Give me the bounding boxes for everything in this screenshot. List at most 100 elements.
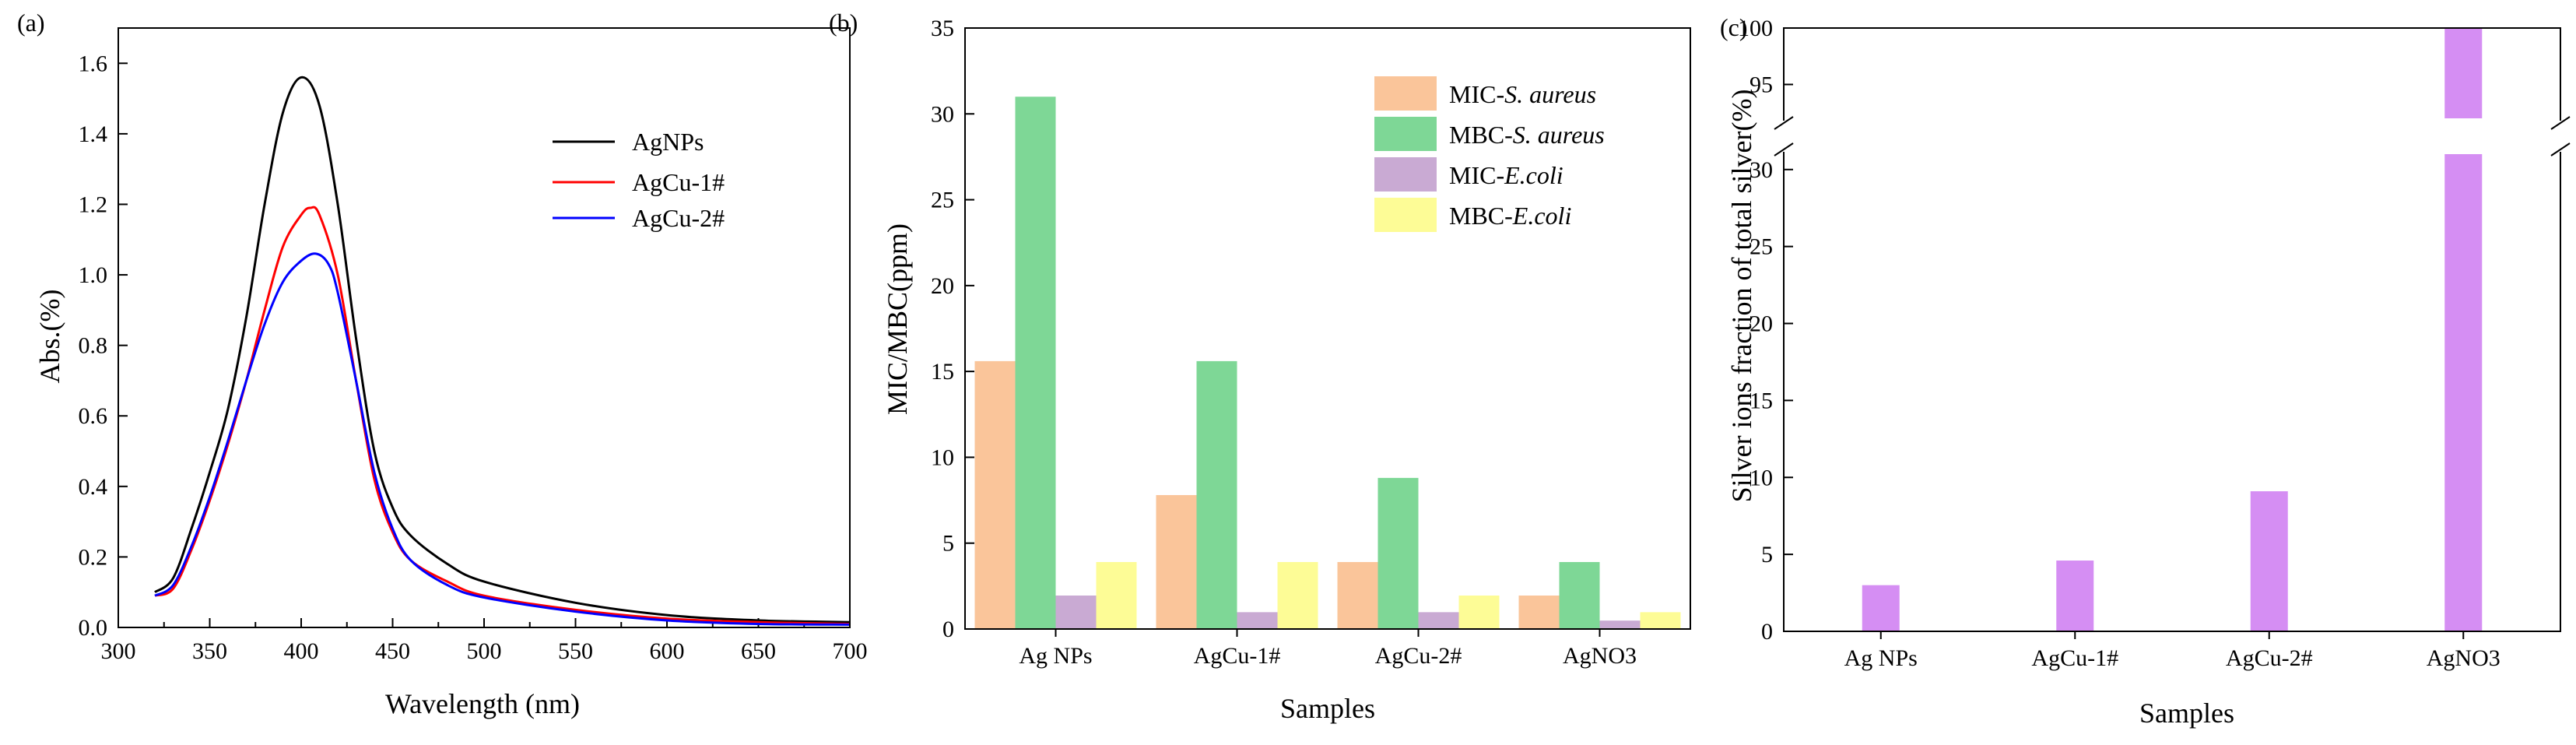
x-tick-label: 500 [467, 638, 502, 664]
y-tick-label: 30 [1750, 157, 1773, 183]
break-mark [2550, 142, 2571, 156]
x-tick-label: 700 [833, 638, 868, 664]
bar-0 [1862, 585, 1900, 631]
legend-italic: E.coli [1512, 202, 1572, 230]
axis-break-marks [1774, 116, 2571, 156]
legend-italic: E.coli [1504, 161, 1563, 189]
axis-gap-mask [2557, 121, 2564, 152]
bar-mbc-e-coli-3 [1640, 612, 1681, 629]
y-tick-label: 1.6 [79, 51, 108, 76]
x-tick-label: AgNO3 [2427, 645, 2501, 671]
break-mark [1774, 116, 1794, 130]
legend-swatch-mbc-e-coli [1374, 198, 1437, 232]
legend-prefix: MBC- [1449, 121, 1513, 149]
panel-b-ylabel: MIC/MBC(ppm) [882, 223, 913, 415]
bar-mic-e-coli-2 [1418, 612, 1459, 629]
y-tick-label: 0.8 [79, 333, 108, 359]
y-tick-label: 100 [1738, 16, 1773, 41]
x-tick-label: AgCu-2# [2226, 645, 2313, 671]
panel-b-xlabel: Samples [1280, 693, 1375, 724]
bar-3-upper [2444, 28, 2483, 118]
legend-prefix: MIC- [1449, 80, 1504, 108]
y-tick-label: 0.2 [79, 544, 108, 570]
bar-mic-s-aureus-2 [1337, 561, 1378, 629]
panel-b-label: (b) [829, 9, 858, 37]
series-line-agcu-2- [154, 252, 851, 626]
axis-gap-mask [1781, 121, 1787, 152]
legend-prefix: MIC- [1449, 161, 1504, 189]
legend-swatch-mic-e-coli [1374, 157, 1437, 192]
panel-a-ylabel: Abs.(%) [34, 290, 65, 384]
x-tick-label: AgCu-1# [2031, 645, 2118, 671]
legend-swatch-mbc-s-aureus [1374, 117, 1437, 151]
panel-a-frame [118, 27, 851, 628]
bar-1 [2056, 561, 2094, 631]
bar-mic-e-coli-3 [1599, 620, 1641, 629]
y-tick-label: 0.4 [79, 474, 108, 500]
x-tick-label: 350 [192, 638, 227, 664]
x-tick-label: Ag NPs [1019, 643, 1092, 669]
bar-2 [2250, 491, 2288, 631]
y-tick-label: 10 [1750, 465, 1773, 490]
bar-3-lower [2444, 154, 2483, 631]
panel-c-ylabel: Silver ions fraction of total silver(%) [1726, 90, 1757, 503]
series-line-agcu-1- [154, 206, 851, 625]
panel-a-label: (a) [17, 9, 45, 37]
bar-mic-s-aureus-0 [974, 360, 1016, 629]
x-tick-label: 550 [558, 638, 593, 664]
y-tick-label: 0.0 [79, 615, 108, 641]
panel-a-legend: AgNPs AgCu-1# AgCu-2# [553, 128, 725, 232]
x-tick-label: 400 [284, 638, 319, 664]
x-tick-label: 600 [650, 638, 685, 664]
bar-mbc-s-aureus-1 [1196, 360, 1237, 629]
y-tick-label: 20 [1750, 311, 1773, 337]
x-tick-label: AgCu-1# [1194, 643, 1281, 669]
series-line-agnps [154, 76, 851, 624]
y-tick-label: 25 [931, 188, 954, 213]
bar-mbc-e-coli-2 [1458, 595, 1500, 629]
legend-swatch-mic-s-aureus [1374, 76, 1437, 111]
panel-c-broken-axis-bar-chart: (c) Silver ions fraction of total silver… [1720, 13, 2571, 729]
break-mark [2550, 116, 2571, 130]
bar-mbc-s-aureus-0 [1015, 97, 1056, 629]
legend-italic: S. aureus [1504, 80, 1596, 108]
y-tick-label: 95 [1750, 72, 1773, 98]
legend-label-agcu1: AgCu-1# [632, 168, 725, 196]
bar-mic-e-coli-1 [1237, 612, 1278, 629]
y-tick-label: 0.6 [79, 403, 108, 429]
x-tick-label: 300 [101, 638, 136, 664]
legend-label-mic-s-aureus: MIC-S. aureus [1449, 80, 1596, 108]
panel-c-frame [1783, 27, 2561, 632]
bar-mic-e-coli-0 [1055, 595, 1097, 629]
bar-mbc-e-coli-1 [1277, 561, 1318, 629]
x-tick-label: 650 [741, 638, 776, 664]
legend-label-agnps: AgNPs [632, 128, 704, 156]
y-tick-label: 30 [931, 101, 954, 127]
y-tick-label: 5 [942, 531, 954, 557]
panel-a-line-chart: (a) Abs.(%) Wavelength (nm) 300 350 400 450… [17, 9, 868, 719]
legend-italic: S. aureus [1513, 121, 1605, 149]
y-tick-label: 1.2 [79, 192, 108, 217]
bar-mbc-s-aureus-2 [1377, 477, 1419, 629]
bar-mic-s-aureus-3 [1518, 595, 1560, 629]
panel-c-label: (c) [1720, 13, 1748, 41]
x-tick-label: AgNO3 [1563, 643, 1637, 669]
panel-b-legend: MIC-S. aureus MBC-S. aureus MIC-E.coli M… [1374, 76, 1605, 232]
legend-label-agcu2: AgCu-2# [632, 204, 725, 232]
y-tick-label: 10 [931, 445, 954, 470]
panel-b-frame [964, 27, 1691, 630]
x-tick-label: 450 [375, 638, 410, 664]
y-tick-label: 0 [1761, 619, 1773, 645]
x-tick-label: AgCu-2# [1375, 643, 1462, 669]
panel-c-xlabel: Samples [2139, 698, 2234, 729]
legend-label-mic-e-coli: MIC-E.coli [1449, 161, 1563, 189]
y-tick-label: 0 [942, 617, 954, 642]
break-mark [1774, 142, 1794, 156]
y-tick-label: 1.4 [79, 121, 108, 147]
panel-a-xlabel: Wavelength (nm) [385, 688, 580, 719]
y-tick-label: 15 [931, 359, 954, 385]
legend-label-mbc-s-aureus: MBC-S. aureus [1449, 121, 1605, 149]
panel-b-bar-chart: (b) MIC/MBC(ppm) Samples 0 5 10 15 20 25 30 35 A… [829, 9, 1691, 724]
x-tick-label: Ag NPs [1844, 645, 1918, 671]
